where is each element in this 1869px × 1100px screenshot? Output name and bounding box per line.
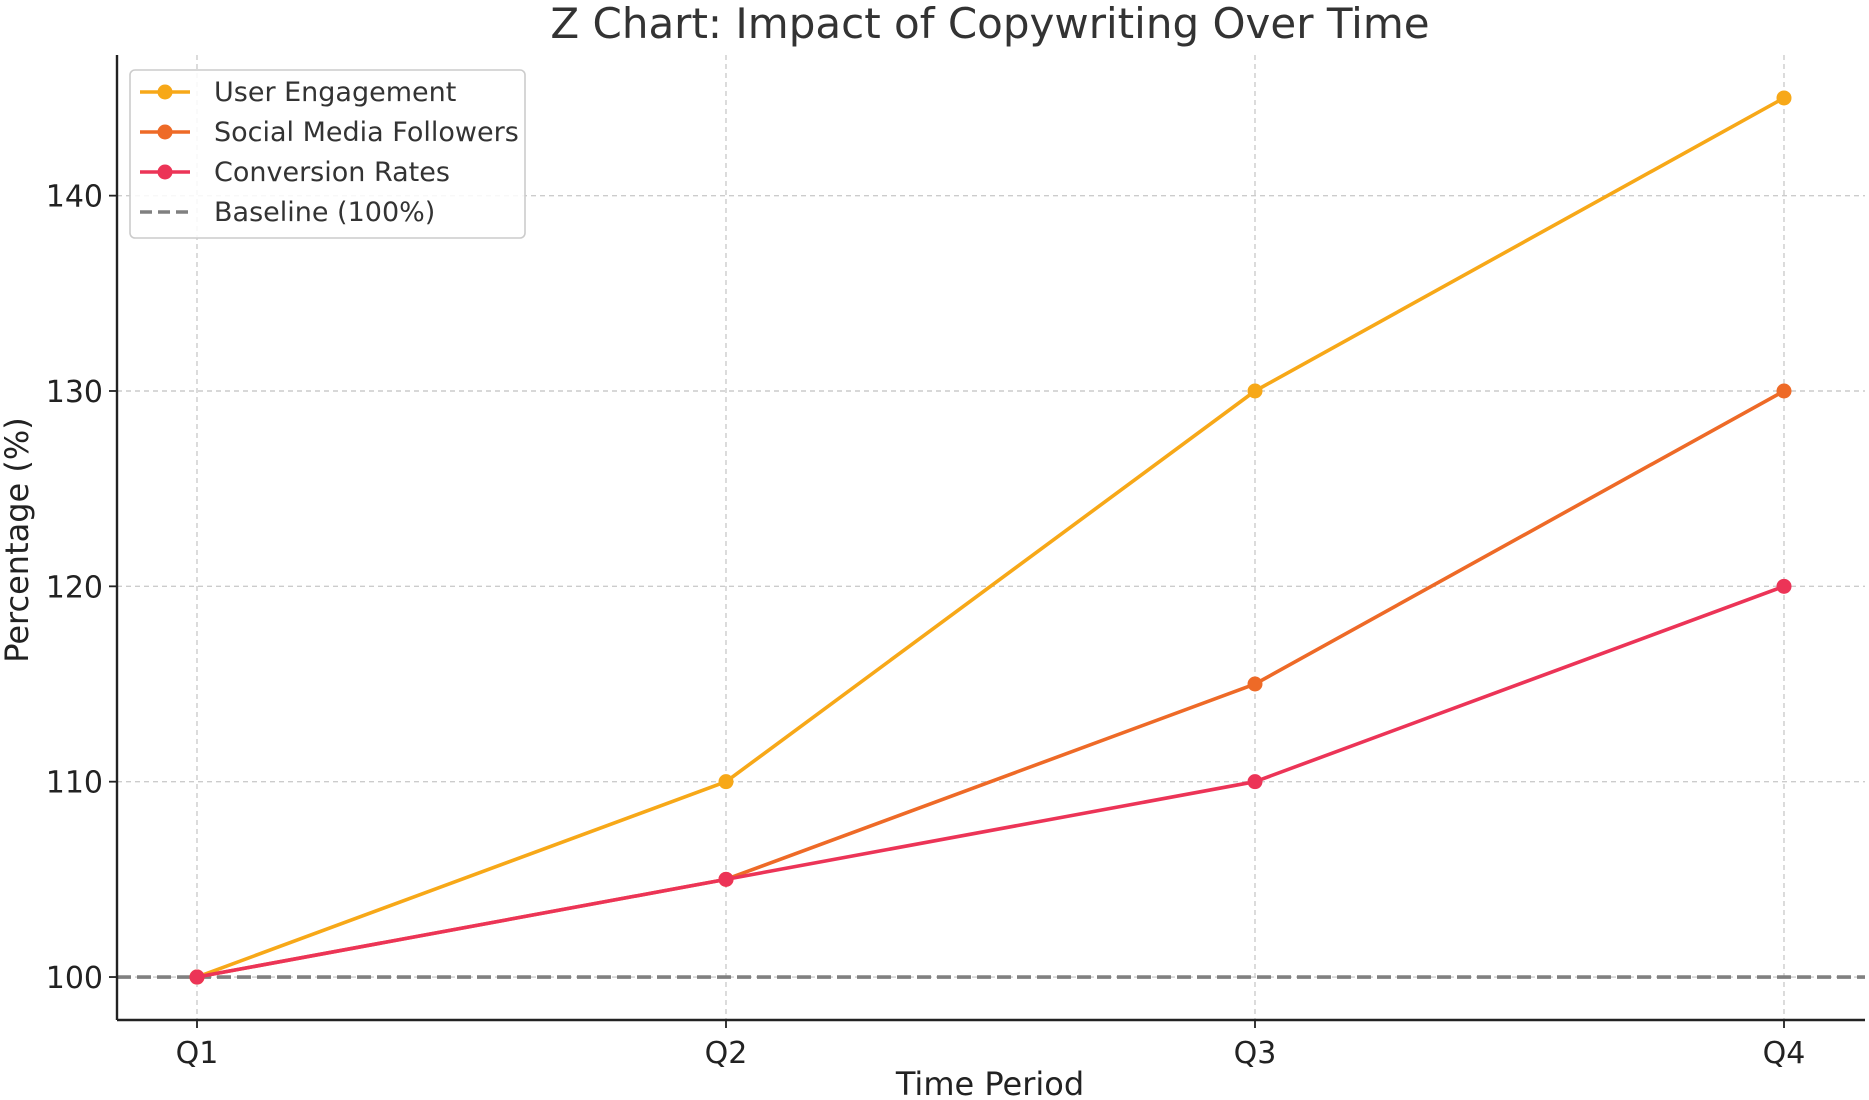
legend-item: Conversion Rates bbox=[140, 157, 450, 188]
chart-title: Z Chart: Impact of Copywriting Over Time bbox=[550, 0, 1429, 48]
data-point bbox=[718, 871, 734, 887]
y-tick-label: 120 bbox=[46, 570, 103, 605]
legend-label: Baseline (100%) bbox=[214, 197, 435, 228]
data-point bbox=[189, 969, 205, 985]
legend-frame bbox=[129, 69, 526, 239]
legend-marker bbox=[157, 124, 173, 140]
x-tick-label: Q1 bbox=[176, 1036, 219, 1071]
legend-label: Social Media Followers bbox=[214, 117, 519, 148]
legend-item: Baseline (100%) bbox=[140, 197, 435, 228]
legend-item: Social Media Followers bbox=[140, 117, 519, 148]
y-tick-label: 140 bbox=[46, 180, 103, 215]
data-point bbox=[718, 774, 734, 790]
legend-marker bbox=[157, 84, 173, 100]
data-point bbox=[1776, 90, 1792, 106]
x-tick-label: Q2 bbox=[705, 1036, 748, 1071]
y-tick-label: 130 bbox=[46, 375, 103, 410]
legend: User Engagement Social Media Followers Con… bbox=[129, 69, 526, 239]
x-axis-label: Time Period bbox=[895, 1065, 1084, 1100]
series-line bbox=[196, 96, 1785, 979]
data-point bbox=[1776, 383, 1792, 399]
axes bbox=[109, 55, 1865, 1028]
legend-label: Conversion Rates bbox=[214, 157, 450, 188]
series-2 bbox=[189, 578, 1792, 985]
tick-labels: Q1 Q2 Q3 Q4 100 110 120 130 140 bbox=[46, 180, 1806, 1071]
data-point bbox=[1247, 774, 1263, 790]
legend-label: User Engagement bbox=[214, 77, 456, 108]
x-tick-label: Q4 bbox=[1763, 1036, 1806, 1071]
y-tick-label: 110 bbox=[46, 766, 103, 801]
data-point bbox=[1247, 676, 1263, 692]
y-tick-label: 100 bbox=[46, 961, 103, 996]
data-point bbox=[1247, 383, 1263, 399]
y-axis-label: Percentage (%) bbox=[0, 417, 36, 663]
series-layer bbox=[189, 90, 1792, 985]
x-tick-label: Q3 bbox=[1234, 1036, 1277, 1071]
series-line bbox=[196, 584, 1785, 979]
series-1 bbox=[189, 383, 1792, 985]
data-point bbox=[1776, 578, 1792, 594]
legend-item: User Engagement bbox=[140, 77, 456, 108]
legend-marker bbox=[157, 164, 173, 180]
